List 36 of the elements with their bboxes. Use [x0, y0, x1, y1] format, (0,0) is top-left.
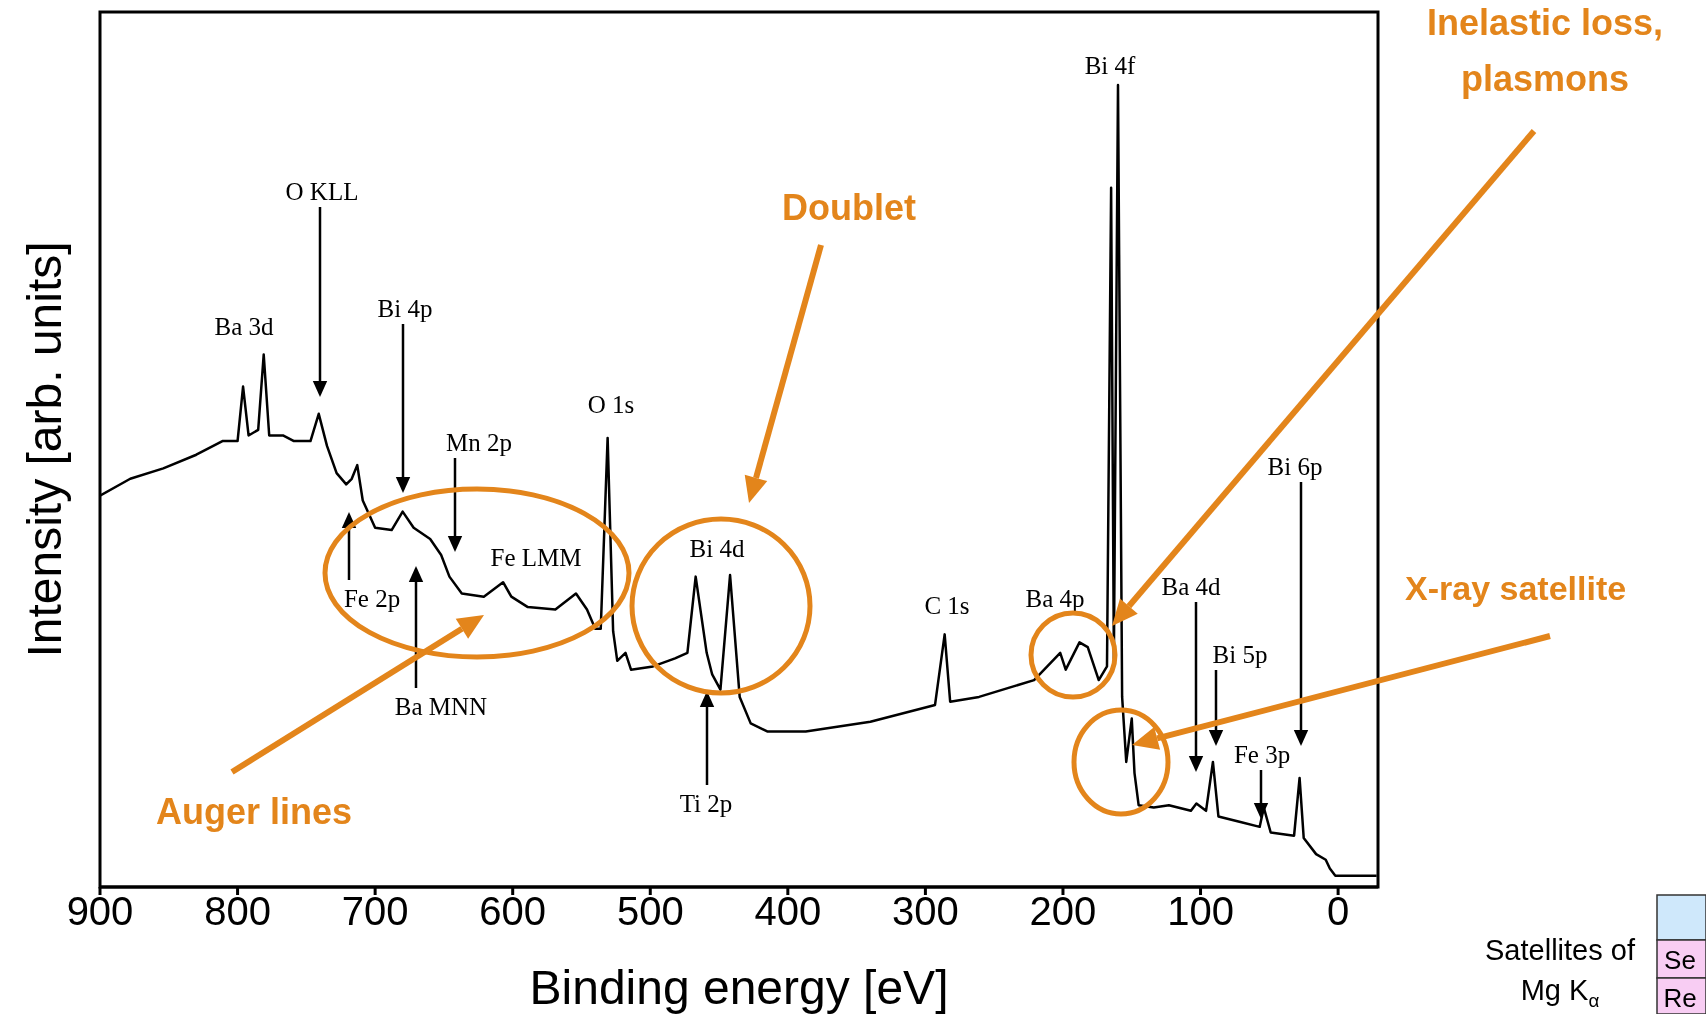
y-axis-title: Intensity [arb. units] [17, 241, 71, 658]
annotation: Bi 6p [1267, 452, 1323, 480]
text: Se [1664, 945, 1696, 975]
x-tick-label: 500 [616, 889, 684, 934]
x-tick-label: 100 [1167, 889, 1234, 934]
annotation: Fe 2p [343, 584, 401, 612]
x-tick-label: 300 [892, 889, 959, 934]
annotation: Ti 2p [679, 789, 733, 817]
text: Satellites of Mg K$_{α}$ [1485, 934, 1636, 1011]
x-tick-label: 900 [66, 889, 134, 934]
annotation: Doublet [782, 186, 916, 228]
annotation: Fe LMM [490, 543, 582, 571]
annotation: Ba 3d [214, 312, 275, 340]
annotation: O 1s [587, 390, 635, 418]
x-tick-label: 700 [341, 889, 409, 934]
annotation: Mn 2p [446, 428, 512, 456]
text: Bi 4f [1084, 51, 1137, 79]
x-axis-title: Binding energy [eV] [529, 961, 949, 1014]
text: Inelastic loss, plasmons [1426, 1, 1664, 99]
annotation: Ba 4d [1161, 572, 1222, 600]
annotation: Bi 4p [377, 294, 433, 322]
annotation: Bi 4d [689, 534, 745, 562]
x-tick-label: 200 [1029, 889, 1097, 934]
text: Re [1663, 983, 1697, 1013]
x-tick-label: 0 [1326, 889, 1350, 934]
text: X-ray satellite [1405, 569, 1627, 607]
annotation: Fe 3p [1233, 740, 1291, 768]
annotation: C 1s [924, 591, 970, 619]
annotation: O KLL [285, 177, 359, 205]
x-tick-label: 600 [479, 889, 547, 934]
x-tick-label: 400 [754, 889, 822, 934]
x-tick-label: 800 [204, 889, 271, 934]
annotation: Ba MNN [394, 692, 488, 720]
annotation: Ba 4p [1025, 584, 1085, 612]
annotation: Auger lines [155, 790, 353, 832]
annotation: Bi 5p [1212, 640, 1268, 668]
